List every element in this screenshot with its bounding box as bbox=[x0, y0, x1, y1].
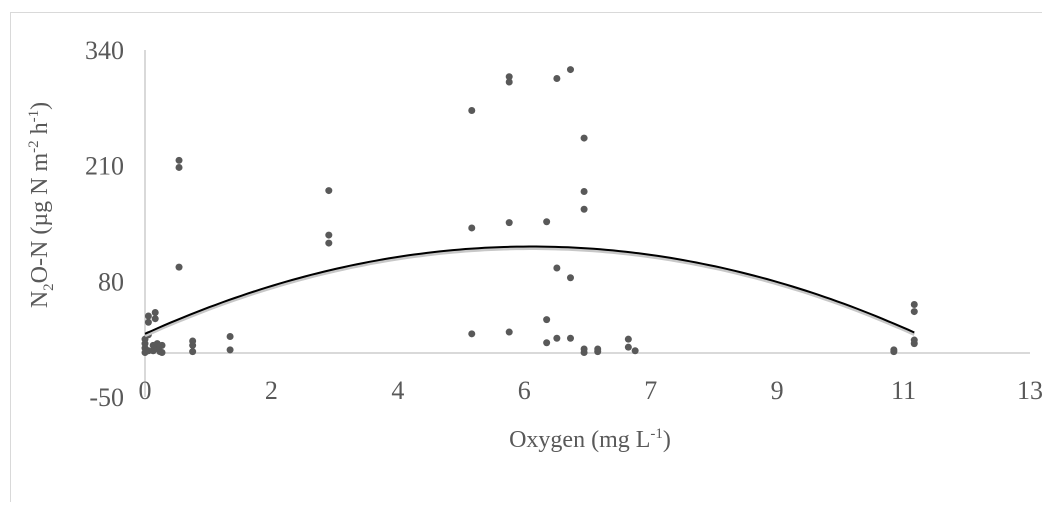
data-point bbox=[553, 74, 561, 82]
data-point bbox=[325, 239, 333, 247]
data-point bbox=[566, 274, 574, 282]
data-point bbox=[144, 318, 152, 326]
data-point bbox=[505, 78, 513, 86]
data-point bbox=[543, 316, 551, 324]
data-point bbox=[580, 134, 588, 142]
y-tick-label: 80 bbox=[98, 267, 124, 296]
data-point bbox=[144, 312, 152, 320]
data-point bbox=[910, 308, 918, 316]
trendline bbox=[144, 245, 915, 335]
data-point bbox=[580, 345, 588, 353]
data-point bbox=[175, 163, 183, 171]
y-tick-label: -50 bbox=[89, 383, 124, 412]
x-tick-label: 11 bbox=[891, 376, 916, 405]
x-tick-label: 2 bbox=[265, 376, 278, 405]
data-point bbox=[543, 218, 551, 226]
data-point bbox=[158, 349, 166, 357]
x-tick-label: 9 bbox=[771, 376, 784, 405]
data-point bbox=[325, 231, 333, 239]
data-point bbox=[580, 205, 588, 213]
trendline-shadow bbox=[144, 247, 915, 338]
x-tick-label: 0 bbox=[139, 376, 152, 405]
y-tick-label: 210 bbox=[85, 152, 124, 181]
data-point bbox=[175, 156, 183, 164]
data-point bbox=[553, 334, 561, 342]
data-point bbox=[624, 335, 632, 343]
data-point bbox=[325, 187, 333, 195]
x-tick-label: 13 bbox=[1017, 376, 1043, 405]
data-point bbox=[566, 334, 574, 342]
data-point bbox=[158, 341, 166, 349]
data-point bbox=[543, 339, 551, 347]
x-tick-label: 4 bbox=[391, 376, 404, 405]
data-point bbox=[505, 328, 513, 336]
data-point bbox=[890, 346, 898, 354]
data-point bbox=[189, 337, 197, 345]
y-tick-label: 340 bbox=[85, 36, 124, 65]
data-point bbox=[910, 300, 918, 308]
data-point bbox=[151, 315, 159, 323]
data-point bbox=[468, 107, 476, 115]
data-point bbox=[468, 224, 476, 232]
data-point bbox=[175, 263, 183, 271]
data-point bbox=[553, 264, 561, 272]
data-point bbox=[226, 332, 234, 340]
data-point bbox=[226, 346, 234, 354]
x-tick-label: 6 bbox=[518, 376, 531, 405]
data-point bbox=[566, 66, 574, 74]
data-point bbox=[189, 348, 197, 356]
y-axis-label: N2O-N (µg N m-2 h-1) bbox=[26, 102, 57, 308]
data-point bbox=[910, 336, 918, 344]
data-point bbox=[468, 330, 476, 338]
data-point bbox=[505, 219, 513, 227]
data-point bbox=[631, 347, 639, 355]
data-point bbox=[594, 345, 602, 353]
data-point bbox=[505, 73, 513, 81]
data-point bbox=[580, 187, 588, 195]
x-tick-label: 7 bbox=[644, 376, 657, 405]
data-point bbox=[151, 308, 159, 316]
chart-frame bbox=[10, 12, 1042, 502]
data-point bbox=[624, 343, 632, 351]
x-axis-label: Oxygen (mg L-1) bbox=[509, 426, 671, 453]
